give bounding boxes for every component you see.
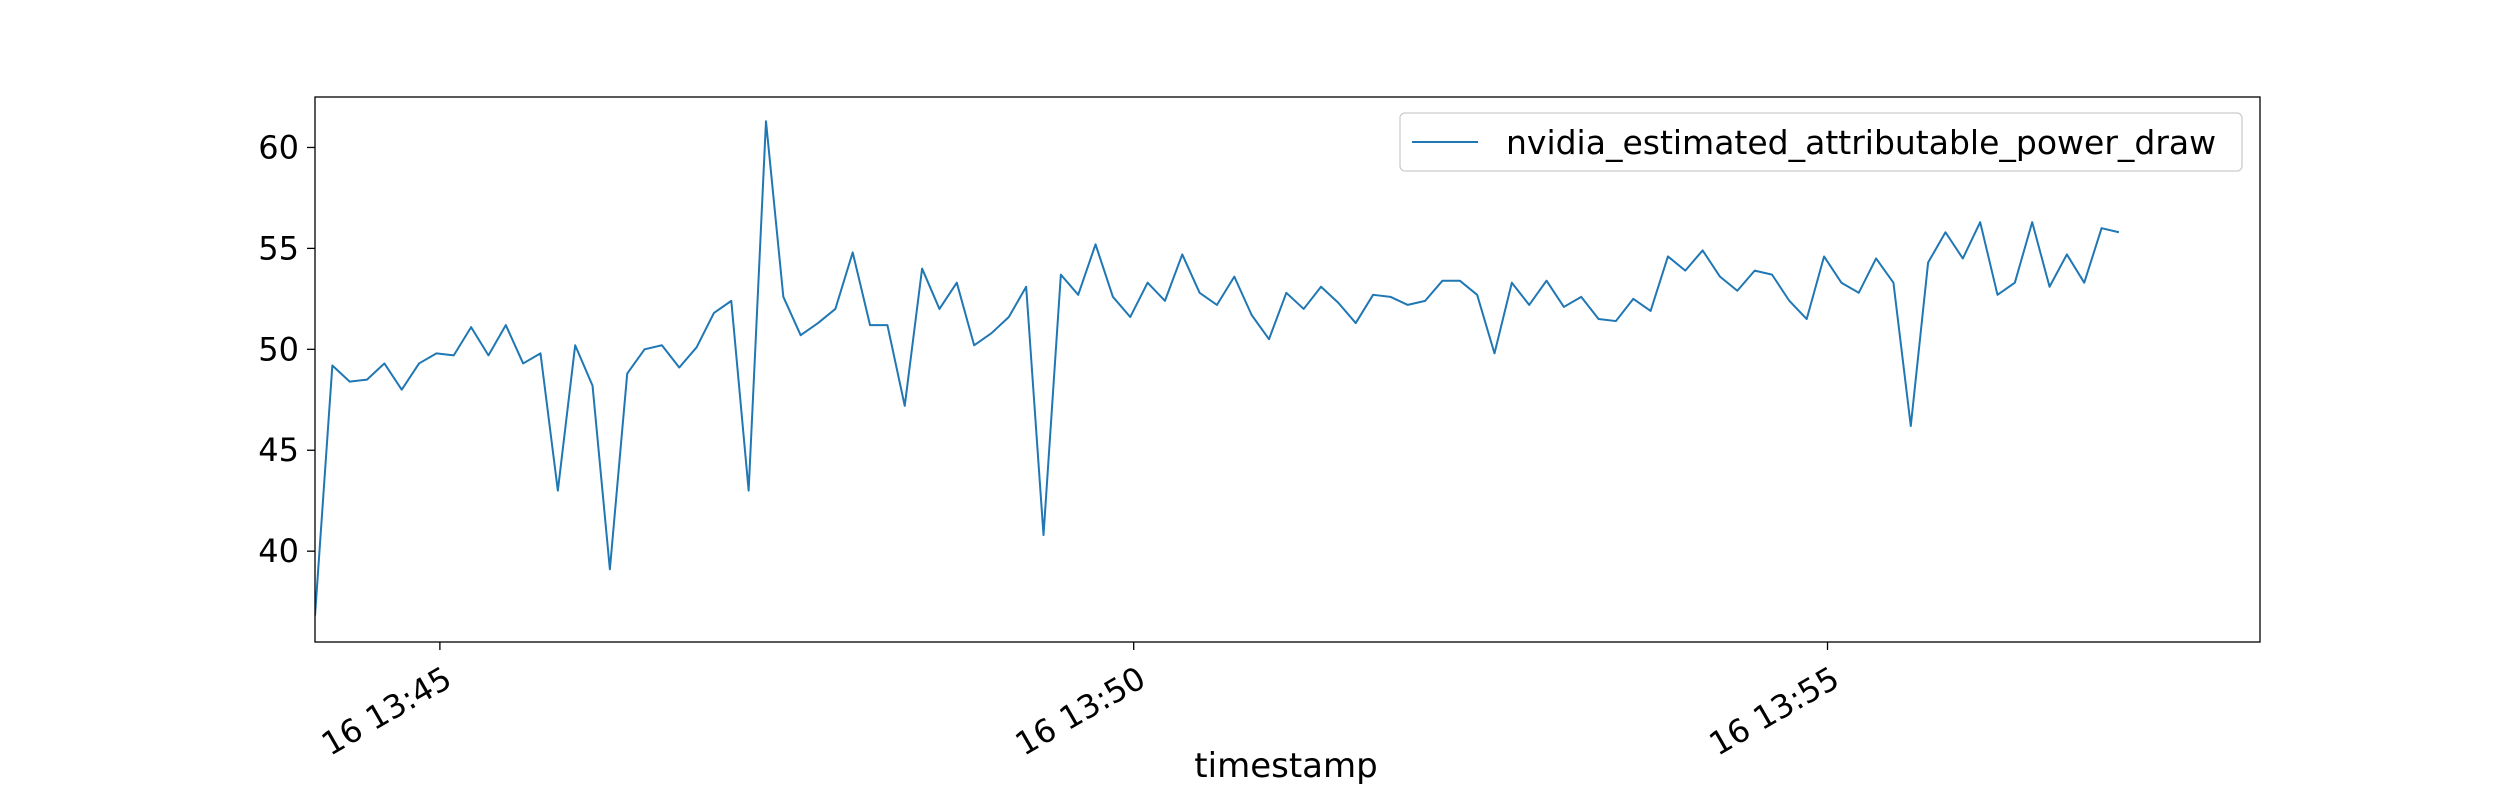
y-tick-label: 55	[258, 229, 299, 267]
x-axis-label: timestamp	[1194, 746, 1377, 786]
x-tick-label: 16 13:50	[1009, 659, 1152, 763]
series-layer	[315, 120, 2120, 616]
x-axis: 16 13:45 16 13:50 16 13:55	[315, 642, 1846, 763]
y-tick-label: 45	[258, 431, 299, 469]
plot-frame	[314, 96, 2261, 643]
legend: nvidia_estimated_attributable_power_draw	[1399, 112, 2243, 172]
legend-label: nvidia_estimated_attributable_power_draw	[1506, 123, 2216, 162]
legend-box	[1399, 112, 2243, 172]
series-line	[315, 120, 2120, 616]
y-axis: 40 45 50 55 60	[258, 128, 315, 570]
x-tick-label: 16 13:45	[315, 659, 458, 763]
y-tick-label: 40	[258, 532, 299, 570]
y-tick-label: 50	[258, 330, 299, 368]
y-tick-label: 60	[258, 128, 299, 166]
x-tick-label: 16 13:55	[1703, 659, 1846, 763]
